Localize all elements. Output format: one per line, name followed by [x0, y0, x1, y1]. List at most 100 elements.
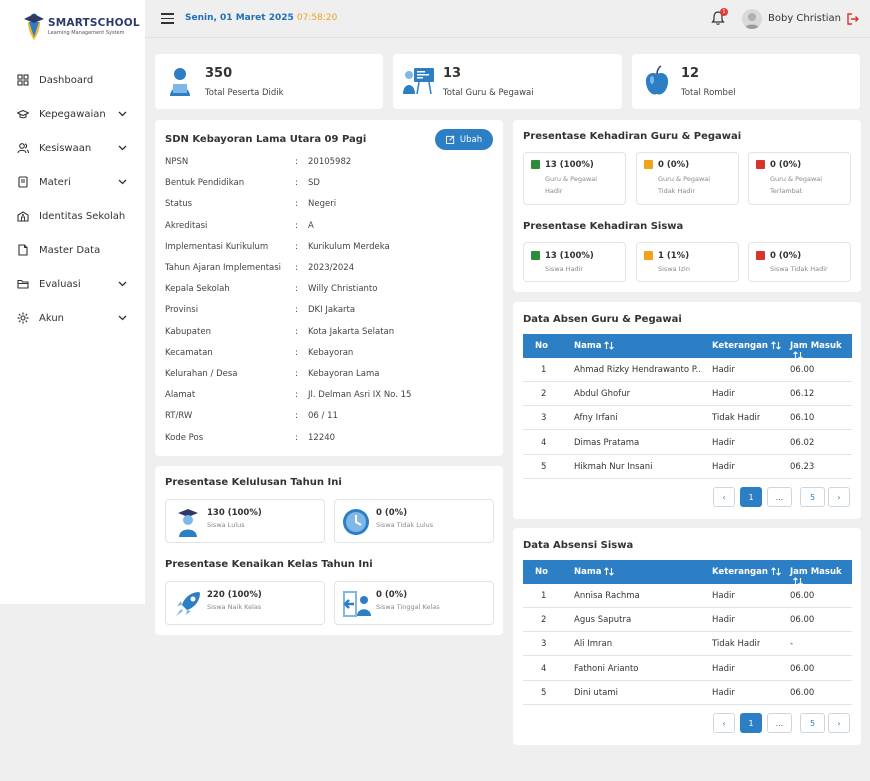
chevron-down-icon — [118, 145, 127, 151]
sidebar-item-kepegawaian[interactable]: Kepegawaian — [0, 97, 145, 131]
sidebar-item-akun[interactable]: Akun — [0, 301, 145, 335]
sidebar-item-master-data[interactable]: Master Data — [0, 233, 145, 267]
stat-card-rombel: 12 Total Rombel — [632, 54, 860, 109]
next-page-button[interactable]: › — [828, 487, 850, 507]
menu-toggle-icon[interactable] — [161, 13, 174, 24]
info-value: Willy Christianto — [308, 284, 378, 295]
table-row[interactable]: 3 Ali Imran Tidak Hadir - — [523, 632, 852, 657]
page-5-button[interactable]: 5 — [800, 487, 825, 507]
prev-page-button[interactable]: ‹ — [713, 713, 735, 733]
info-colon: : — [295, 157, 298, 167]
page-5-button[interactable]: 5 — [800, 713, 825, 733]
status-color-square — [644, 160, 653, 169]
users-icon — [17, 143, 29, 154]
info-value: A — [308, 220, 314, 231]
column-header[interactable]: Jam Masuk — [790, 567, 852, 587]
info-value: Negeri — [308, 199, 337, 210]
info-colon: : — [295, 284, 298, 295]
school-name: SDN Kebayoran Lama Utara 09 Pagi — [165, 134, 367, 145]
next-page-button[interactable]: › — [828, 713, 850, 733]
info-key: Implementasi Kurikulum — [165, 241, 269, 252]
staff-attendance-item: 0 (0%) Guru & Pegawai Tidak Hadir — [636, 152, 739, 205]
student-absence-title: Data Absensi Siswa — [523, 540, 634, 551]
current-date: Senin, 01 Maret 2025 — [185, 13, 294, 23]
sidebar: SMARTSCHOOL Learning Management System D… — [0, 0, 145, 604]
table-row[interactable]: 1 Ahmad Rizky Hendrawanto P... Hadir 06.00 — [523, 358, 852, 382]
column-header-label: Jam Masuk — [790, 341, 842, 351]
sidebar-item-label: Kepegawaian — [39, 108, 106, 120]
info-key: Kode Pos — [165, 432, 204, 443]
brand-name: SMARTSCHOOL — [48, 16, 140, 29]
table-cell: Hadir — [712, 461, 735, 472]
sidebar-item-identitas-sekolah[interactable]: Identitas Sekolah — [0, 199, 145, 233]
info-colon: : — [295, 390, 298, 401]
table-row[interactable]: 5 Dini utami Hadir 06.00 — [523, 681, 852, 705]
page-1-button[interactable]: 1 — [740, 487, 762, 507]
user-name[interactable]: Boby Christian — [768, 13, 842, 24]
student-attendance-item: 13 (100%) Siswa Hadir — [523, 242, 626, 282]
info-value: DKI Jakarta — [308, 305, 356, 316]
graduation-fail-value: 0 (0%) — [376, 508, 408, 518]
info-key: NPSN — [165, 157, 189, 167]
avatar[interactable] — [742, 9, 762, 29]
column-header[interactable]: Keterangan — [712, 341, 781, 351]
sort-icon — [771, 341, 781, 350]
brand[interactable]: SMARTSCHOOL Learning Management System — [22, 10, 140, 42]
sidebar-item-label: Materi — [39, 176, 71, 188]
page-ellipsis: ... — [767, 487, 792, 507]
sidebar-item-kesiswaan[interactable]: Kesiswaan — [0, 131, 145, 165]
attendance-label: Siswa Izin — [658, 265, 690, 273]
info-row: Status: Negeri — [165, 199, 495, 220]
column-header[interactable]: Keterangan — [712, 567, 781, 577]
table-cell: 4 — [541, 663, 547, 674]
table-row[interactable]: 4 Fathoni Arianto Hadir 06.00 — [523, 657, 852, 681]
column-header[interactable]: Nama — [574, 341, 615, 351]
attendance-card: Presentase Kehadiran Guru & Pegawai Pres… — [513, 120, 861, 292]
table-cell: 06.00 — [790, 591, 815, 601]
table-row[interactable]: 1 Annisa Rachma Hadir 06.00 — [523, 584, 852, 608]
table-cell: Hadir — [712, 591, 735, 601]
info-value: 06 / 11 — [308, 411, 338, 422]
logout-icon[interactable] — [846, 12, 860, 26]
current-datetime: Senin, 01 Maret 2025 07:58:20 — [185, 13, 337, 23]
chevron-down-icon — [118, 281, 127, 287]
table-row[interactable]: 4 Dimas Pratama Hadir 06.02 — [523, 431, 852, 455]
prev-page-button[interactable]: ‹ — [713, 487, 735, 507]
notification-badge: 1 — [720, 8, 728, 16]
info-value: 12240 — [308, 432, 336, 443]
column-header[interactable]: Jam Masuk — [790, 341, 852, 361]
info-row: Kode Pos:12240 — [165, 433, 495, 454]
graduation-pass-value: 130 (100%) — [207, 508, 262, 518]
table-cell: 06.12 — [790, 389, 815, 400]
info-value: 2023/2024 — [308, 263, 355, 273]
table-cell: 06.00 — [790, 687, 815, 698]
edit-icon — [445, 135, 455, 144]
chevron-down-icon — [118, 179, 127, 185]
info-row: Tahun Ajaran Implementasi:2023/2024 — [165, 263, 495, 284]
table-cell: Hikmah Nur Insani — [574, 461, 653, 472]
attendance-value: 13 (100%) — [545, 251, 594, 261]
student-absence-card: Data Absensi Siswa No Nama Keterangan Jam M… — [513, 528, 861, 745]
table-row[interactable]: 5 Hikmah Nur Insani Hadir 06.23 — [523, 455, 852, 479]
sidebar-item-dashboard[interactable]: Dashboard — [0, 63, 145, 97]
column-header[interactable]: Nama — [574, 567, 615, 577]
stat-label: Total Peserta Didik — [205, 88, 284, 98]
graduation-cap-icon — [17, 109, 29, 119]
table-cell: 06.02 — [790, 437, 815, 448]
page-1-button[interactable]: 1 — [740, 713, 762, 733]
promotion-stay-label: Siswa Tinggal Kelas — [376, 603, 440, 611]
table-row[interactable]: 2 Agus Saputra Hadir 06.00 — [523, 608, 852, 633]
sidebar-item-materi[interactable]: Materi — [0, 165, 145, 199]
attendance-value: 0 (0%) — [770, 251, 802, 261]
table-cell: Hadir — [712, 437, 735, 448]
info-key: Alamat — [165, 390, 196, 401]
sidebar-item-evaluasi[interactable]: Evaluasi — [0, 267, 145, 301]
sidebar-item-label: Identitas Sekolah — [39, 210, 126, 222]
table-row[interactable]: 3 Afny Irfani Tidak Hadir 06.10 — [523, 406, 852, 431]
table-cell: 2 — [541, 389, 547, 400]
stat-label: Total Rombel — [681, 88, 736, 98]
table-cell: Abdul Ghofur — [574, 389, 631, 400]
sort-icon — [604, 567, 615, 576]
table-row[interactable]: 2 Abdul Ghofur Hadir 06.12 — [523, 382, 852, 407]
edit-school-button[interactable]: Ubah — [435, 129, 493, 150]
